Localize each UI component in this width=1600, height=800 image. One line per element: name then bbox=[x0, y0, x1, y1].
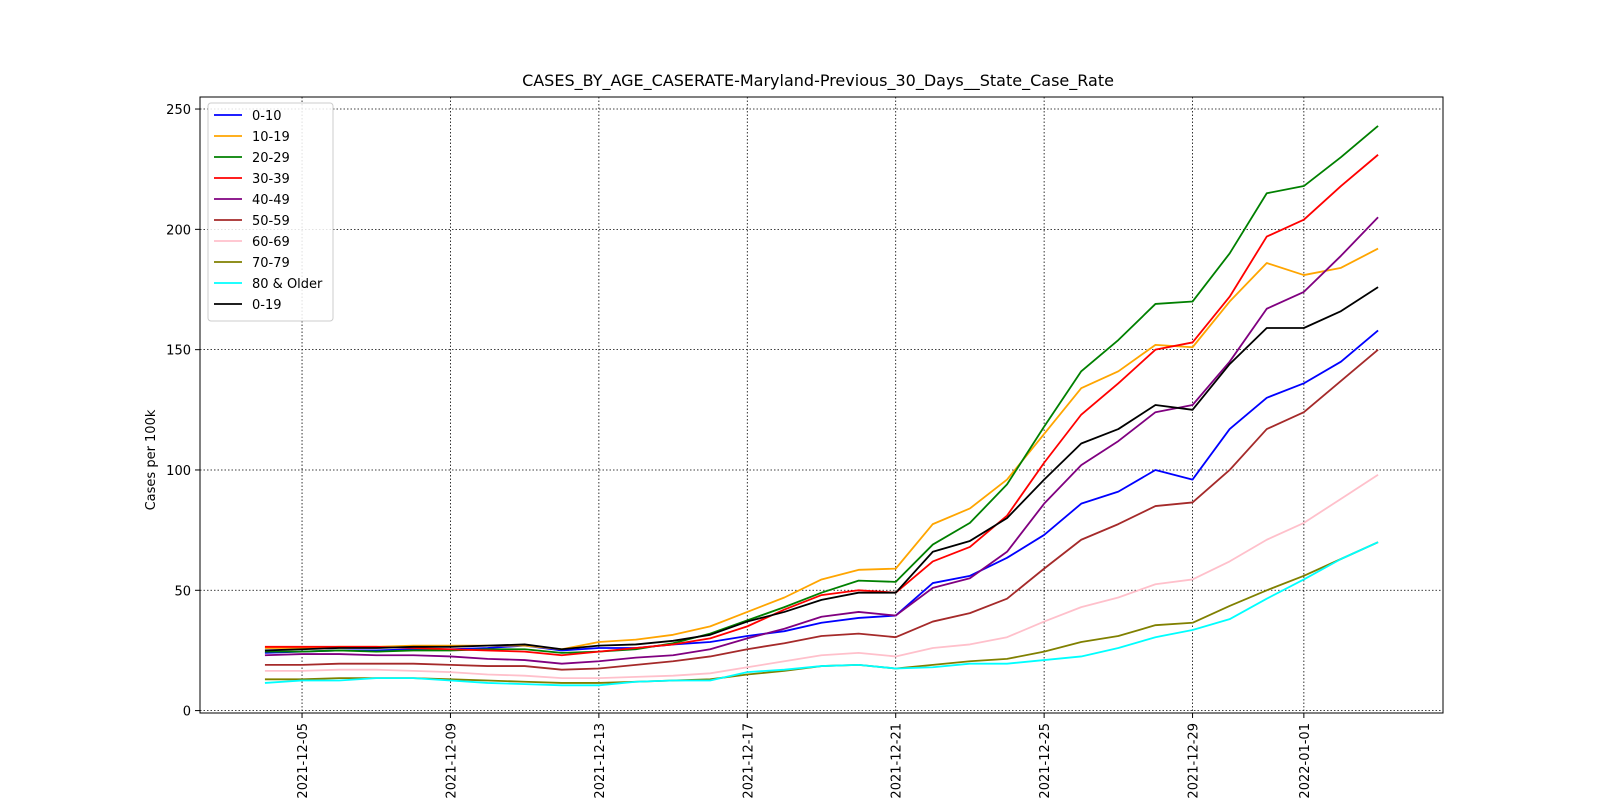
x-tick-label: 2021-12-17 bbox=[741, 723, 756, 799]
y-tick-label: 100 bbox=[166, 464, 191, 479]
x-tick-label: 2021-12-25 bbox=[1038, 723, 1053, 799]
legend-label: 20-29 bbox=[252, 151, 290, 166]
series-line-4 bbox=[264, 216, 1379, 665]
y-tick-label: 250 bbox=[166, 103, 191, 118]
series-line-5 bbox=[264, 348, 1379, 671]
legend: 0-10 10-19 20-29 30-39 40-49 50-59 60-69 70-79 8… bbox=[207, 102, 334, 322]
x-tick-label: 2021-12-29 bbox=[1187, 723, 1202, 799]
plot-frame bbox=[199, 96, 1444, 714]
series-line-1 bbox=[264, 247, 1379, 651]
y-tick-label: 150 bbox=[166, 344, 191, 359]
legend-label: 60-69 bbox=[252, 235, 290, 250]
series-line-6 bbox=[264, 474, 1379, 680]
x-tick-label: 2021-12-05 bbox=[296, 723, 311, 799]
x-tick-label: 2021-12-21 bbox=[890, 723, 905, 799]
series-line-8 bbox=[264, 541, 1379, 687]
axes: 0 50 100 150 200 250 2021-12-05 2021-12-09 2021-… bbox=[166, 96, 1444, 799]
series-line-2 bbox=[264, 125, 1379, 654]
chart-title: CASES_BY_AGE_CASERATE-Maryland-Previous_… bbox=[522, 71, 1114, 91]
legend-label: 0-10 bbox=[252, 109, 282, 124]
legend-label: 0-19 bbox=[252, 298, 282, 313]
legend-label: 30-39 bbox=[252, 172, 290, 187]
series-line-3 bbox=[264, 154, 1379, 657]
legend-label: 50-59 bbox=[252, 214, 290, 229]
y-tick-label: 0 bbox=[183, 705, 191, 720]
x-tick-label: 2021-12-09 bbox=[444, 723, 459, 799]
y-tick-label: 200 bbox=[166, 223, 191, 238]
x-tick-label: 2021-12-13 bbox=[593, 723, 608, 799]
y-tick-label: 50 bbox=[174, 584, 191, 599]
series-lines bbox=[264, 125, 1379, 687]
legend-label: 70-79 bbox=[252, 256, 290, 271]
legend-label: 40-49 bbox=[252, 193, 290, 208]
legend-label: 10-19 bbox=[252, 130, 290, 145]
x-tick-label: 2022-01-01 bbox=[1298, 723, 1313, 799]
series-line-9 bbox=[264, 286, 1379, 652]
y-axis-label: Cases per 100k bbox=[144, 409, 159, 510]
legend-label: 80 & Older bbox=[252, 277, 323, 292]
